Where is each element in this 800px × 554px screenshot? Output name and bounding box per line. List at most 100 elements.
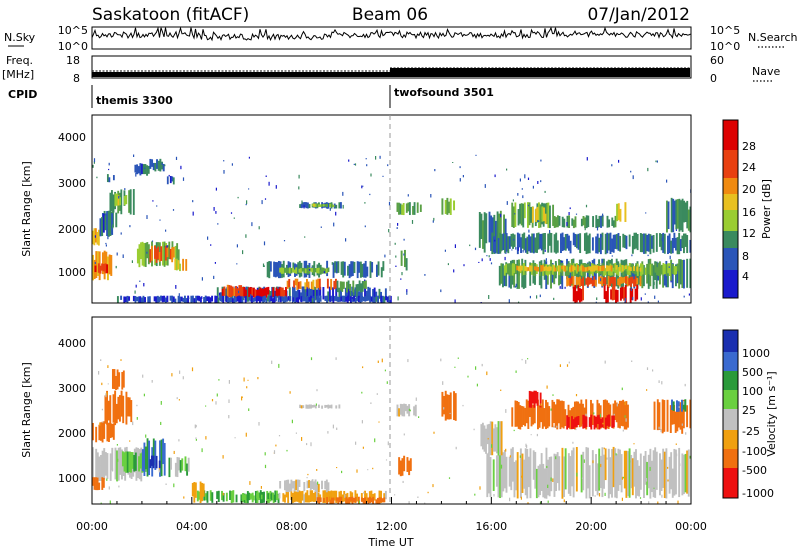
powerMarks-region-11 [149, 158, 165, 172]
velMarks-cell [96, 477, 99, 491]
velMarks-cell [300, 405, 303, 409]
velMarks-cell [316, 490, 318, 503]
powerMarks-cell [326, 203, 328, 208]
powerMarks-cell [622, 267, 625, 276]
velMarks-cell [578, 403, 581, 428]
velMarks-cell [121, 371, 124, 390]
velMarks-speckle [112, 468, 114, 472]
velMarks-speckle [344, 494, 346, 498]
powerMarks-cell [146, 242, 149, 259]
velMarks-cell [682, 399, 685, 429]
velMarks-cell [595, 416, 598, 428]
powerMarks-speckle [164, 164, 166, 167]
velMarks-speckle [475, 366, 477, 370]
powerMarks-cell [126, 295, 129, 303]
velMarks-cell [204, 493, 207, 501]
powerMarks-cell [309, 288, 312, 302]
powerMarks-speckle [394, 242, 396, 245]
velMarks-speckle [336, 427, 338, 430]
powerMarks-cell [292, 297, 295, 302]
velMarks-speckle [681, 423, 683, 426]
powerMarks-cell [553, 265, 555, 272]
powerMarks-cell [611, 286, 614, 301]
velMarks-speckle [527, 358, 529, 360]
powerMarks-cell [543, 207, 545, 222]
powerMarks-cell [620, 259, 623, 289]
powerMarks-cell [292, 267, 294, 273]
powerMarks-cell [382, 261, 385, 271]
velMarks-speckle [657, 501, 659, 504]
nsky-tick-bottom: 10^0 [58, 40, 88, 53]
velMarks-cell [109, 453, 112, 481]
powerMarks-cell [138, 244, 141, 268]
powerMarks-cell [548, 232, 551, 246]
velMarks-cell [602, 399, 605, 429]
powerMarks-cell [340, 202, 342, 209]
velMarks-cell [567, 453, 570, 494]
velMarks-cell [681, 453, 684, 496]
powerMarks-cell [656, 267, 658, 276]
velMarks-speckle [295, 432, 297, 434]
velMarks-speckle [552, 478, 554, 482]
powerMarks-cell [219, 295, 222, 301]
powerMarks-cell [265, 298, 268, 303]
velMarks-cell [627, 451, 629, 496]
velMarks-speckle [592, 460, 594, 464]
powerMarks-cell [378, 288, 381, 299]
powerMarks-cell [215, 295, 218, 303]
powerMarks-cell [233, 295, 236, 303]
powerMarks-cell [160, 295, 162, 301]
powerMarks-cell [280, 287, 283, 298]
powerMarks-speckle [553, 297, 555, 300]
velMarks-cell [497, 421, 500, 456]
powerMarks-cell [251, 295, 253, 303]
velMarks-cell [580, 399, 583, 427]
powerMarks-cell [577, 264, 580, 287]
velMarks-cell [293, 490, 296, 503]
velMarks-cell [631, 458, 634, 496]
velMarks-cell [598, 414, 601, 430]
velMarks-cell [131, 452, 134, 469]
powerMarks-cell [615, 234, 618, 250]
velMarks-cell [571, 450, 573, 487]
powerMarks-region-35 [666, 197, 691, 233]
powerMarks-cell [139, 296, 142, 303]
powerMarks-speckle [105, 244, 107, 247]
powerMarks-speckle [370, 173, 372, 177]
powerMarks-speckle [320, 226, 322, 228]
powerMarks-speckle [560, 260, 562, 263]
freq-unit: [MHz] [2, 68, 34, 81]
powerMarks-cell [606, 215, 609, 228]
velMarks-speckle [536, 433, 538, 437]
velMarks-cell [141, 449, 144, 472]
powerMarks-cell [569, 263, 572, 287]
velMarks-cell [186, 463, 189, 476]
powerMarks-cell [601, 232, 604, 250]
velMarks-speckle [403, 433, 405, 436]
powerMarks-speckle [647, 254, 649, 257]
powerMarks-speckle [192, 211, 194, 216]
powerMarks-speckle [589, 262, 591, 266]
powerMarks-cell [585, 215, 588, 229]
powerMarks-cell [527, 267, 530, 271]
powerMarks-speckle [94, 261, 96, 265]
powerMarks-cell [482, 220, 484, 249]
powerMarks-cell [285, 267, 288, 273]
velMarks-cell [444, 390, 447, 421]
powerMarks-cell [298, 268, 301, 273]
powerMarks-cell [632, 263, 634, 274]
velMarks-cell [500, 421, 503, 456]
powerMarks-cell [332, 295, 335, 303]
powerMarks-cell [123, 195, 126, 206]
velMarks-speckle [660, 429, 662, 433]
powerMarks-speckle [489, 258, 491, 261]
velMarks-speckle [247, 379, 249, 381]
velMarks-cell [547, 459, 549, 496]
powerMarks-cell [639, 276, 642, 287]
powerMarks-cell [107, 210, 110, 237]
powerMarks-cell [305, 202, 308, 209]
powerMarks-cell [543, 266, 546, 272]
velMarks-speckle [653, 456, 655, 460]
powerMarks-cell [272, 287, 275, 297]
powerMarks-cell [314, 268, 317, 273]
